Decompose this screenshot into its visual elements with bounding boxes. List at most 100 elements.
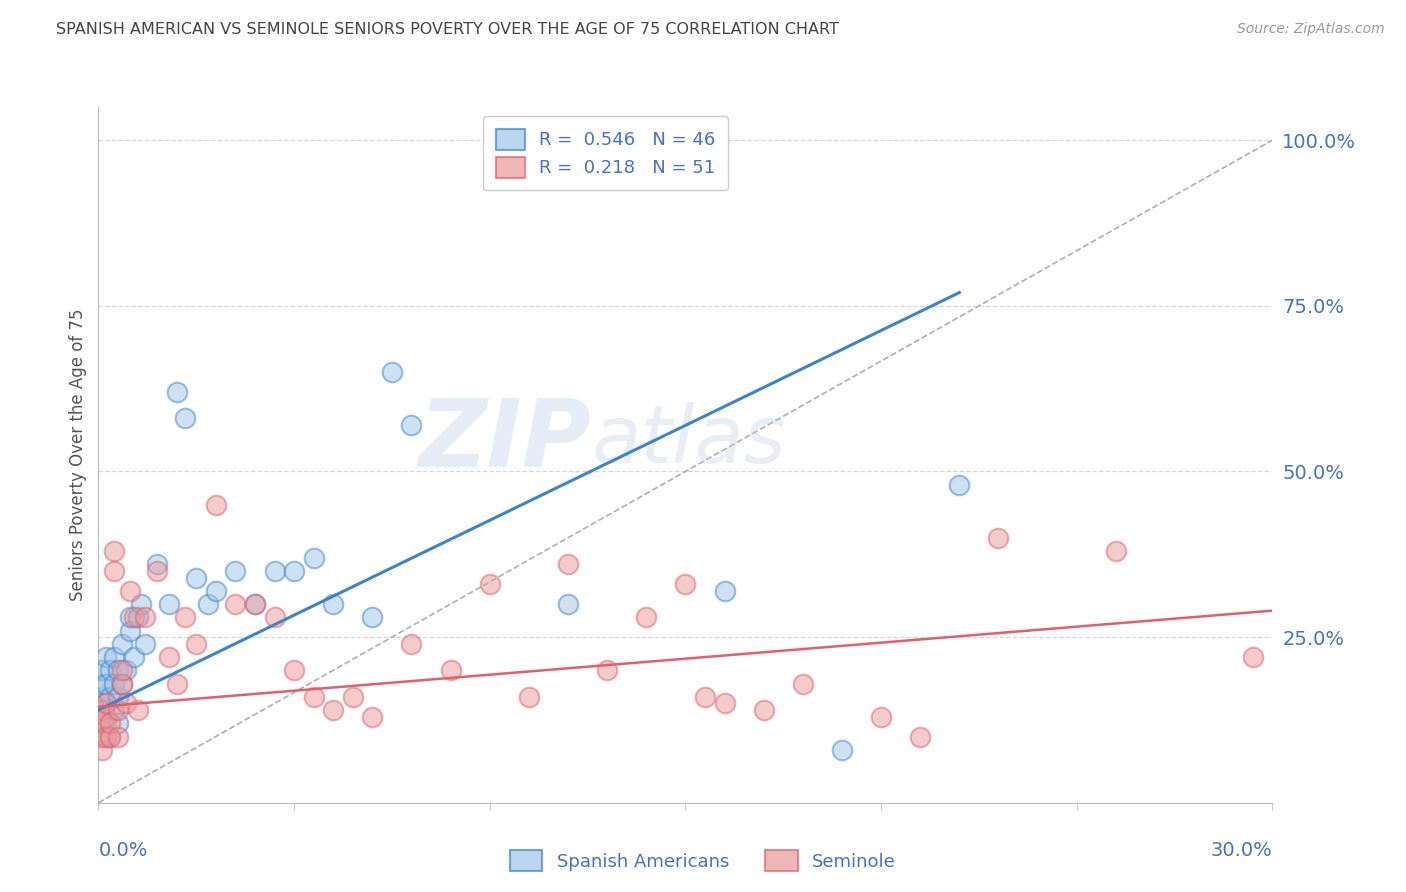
Point (381, 365, 404, 379)
Text: 30.0%: 30.0% (1211, 841, 1272, 860)
Point (205, 498, 228, 512)
Point (122, 650, 145, 665)
Point (107, 716, 129, 731)
Point (243, 597, 266, 611)
Point (675, 577, 697, 591)
Point (107, 690, 129, 704)
Point (98, 730, 121, 744)
Point (91, 690, 114, 704)
Point (98, 690, 121, 704)
Point (1105, 544, 1128, 558)
Point (96, 697, 118, 711)
Point (134, 610, 156, 624)
Point (91, 716, 114, 731)
Point (948, 477, 970, 491)
Point (636, 610, 658, 624)
Point (98, 730, 121, 744)
Point (596, 663, 619, 677)
Point (114, 663, 136, 677)
Point (98, 663, 121, 677)
Point (96, 650, 118, 665)
Point (111, 676, 134, 690)
Text: atlas: atlas (592, 402, 786, 480)
Text: 0.0%: 0.0% (98, 841, 148, 860)
Point (173, 411, 195, 425)
Point (127, 610, 149, 624)
Point (166, 676, 188, 690)
Point (91, 730, 114, 744)
Point (91, 743, 114, 757)
Point (91, 676, 114, 690)
Point (205, 583, 228, 598)
Point (987, 531, 1010, 545)
Point (96, 730, 118, 744)
Point (114, 697, 136, 711)
Point (792, 676, 814, 690)
Point (91, 703, 114, 717)
Point (283, 663, 305, 677)
Point (98, 716, 121, 731)
Point (263, 564, 285, 578)
Point (103, 676, 125, 690)
Point (224, 597, 246, 611)
Point (283, 564, 305, 578)
Point (440, 663, 463, 677)
Text: SPANISH AMERICAN VS SEMINOLE SENIORS POVERTY OVER THE AGE OF 75 CORRELATION CHAR: SPANISH AMERICAN VS SEMINOLE SENIORS POV… (56, 22, 839, 37)
Point (713, 697, 735, 711)
Point (107, 703, 129, 717)
Point (713, 583, 735, 598)
Point (557, 558, 579, 572)
Point (693, 690, 716, 704)
Point (752, 703, 775, 717)
Point (263, 610, 285, 624)
Point (146, 558, 169, 572)
Point (322, 597, 344, 611)
Point (302, 690, 325, 704)
Point (157, 650, 180, 665)
Point (870, 709, 893, 723)
Point (118, 624, 141, 638)
Point (91, 703, 114, 717)
Text: ZIP: ZIP (419, 395, 592, 487)
Text: Source: ZipAtlas.com: Source: ZipAtlas.com (1237, 22, 1385, 37)
Point (91, 663, 114, 677)
Point (557, 597, 579, 611)
Point (401, 637, 423, 651)
Point (361, 709, 384, 723)
Point (1241, 650, 1264, 665)
Point (131, 597, 153, 611)
Legend: R =  0.546   N = 46, R =  0.218   N = 51: R = 0.546 N = 46, R = 0.218 N = 51 (484, 116, 728, 190)
Point (103, 703, 125, 717)
Point (107, 663, 129, 677)
Point (173, 610, 195, 624)
Point (111, 676, 134, 690)
Point (186, 570, 208, 584)
Point (96, 676, 118, 690)
Point (103, 650, 125, 665)
Point (322, 703, 344, 717)
Point (96, 709, 118, 723)
Point (302, 550, 325, 565)
Y-axis label: Seniors Poverty Over the Age of 75: Seniors Poverty Over the Age of 75 (69, 309, 87, 601)
Point (111, 663, 134, 677)
Point (910, 730, 932, 744)
Point (517, 690, 540, 704)
Point (361, 610, 384, 624)
Point (224, 564, 246, 578)
Point (118, 583, 141, 598)
Point (118, 610, 141, 624)
Point (122, 610, 145, 624)
Point (103, 544, 125, 558)
Legend: Spanish Americans, Seminole: Spanish Americans, Seminole (503, 843, 903, 879)
Point (107, 730, 129, 744)
Point (127, 703, 149, 717)
Point (243, 597, 266, 611)
Point (111, 637, 134, 651)
Point (831, 743, 853, 757)
Point (478, 577, 501, 591)
Point (186, 637, 208, 651)
Point (401, 418, 423, 433)
Point (342, 690, 364, 704)
Point (134, 637, 156, 651)
Point (96, 697, 118, 711)
